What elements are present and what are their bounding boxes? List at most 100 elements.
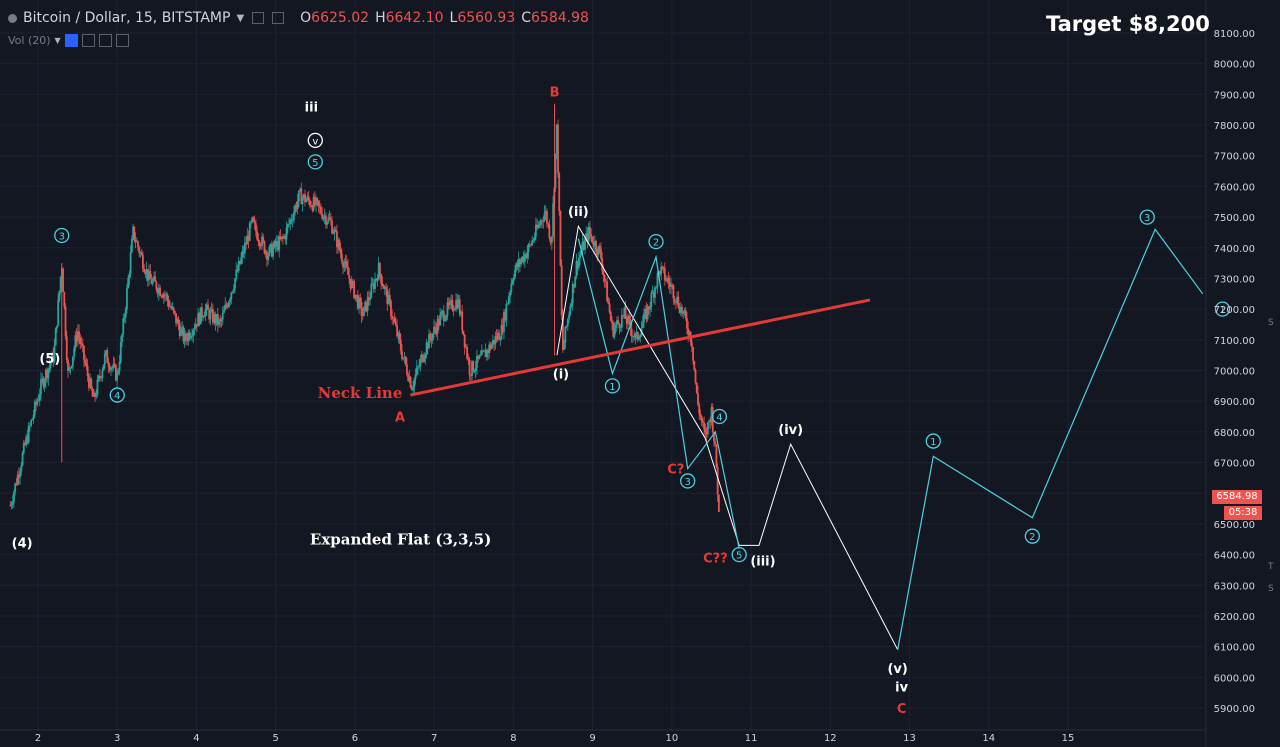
volume-settings-icon[interactable] xyxy=(81,34,95,47)
candle-body xyxy=(537,225,540,229)
candle-body xyxy=(698,404,701,414)
side-letter-1: S xyxy=(1268,318,1274,328)
candle-body xyxy=(597,245,600,255)
candle-body xyxy=(630,328,633,337)
wave-label: (v) xyxy=(887,662,907,677)
candle-body xyxy=(533,236,536,240)
candle-body xyxy=(286,224,289,228)
candle-body xyxy=(430,338,433,341)
candle-body xyxy=(688,331,691,336)
candle-body xyxy=(682,311,685,314)
y-tick-label: 8000.00 xyxy=(1214,60,1255,71)
candle-body xyxy=(367,297,370,301)
candle-body xyxy=(412,387,414,391)
candle-body xyxy=(67,360,69,371)
candle-body xyxy=(268,246,271,256)
candle-body xyxy=(672,285,675,299)
candle-body xyxy=(571,283,574,304)
volume-visibility-icon[interactable] xyxy=(64,34,78,47)
candle-body xyxy=(142,254,144,269)
hide-icon[interactable] xyxy=(272,12,285,24)
wave-label-circle xyxy=(604,378,621,394)
wave-label: 2 xyxy=(1029,532,1035,543)
candle-body xyxy=(35,402,37,405)
candle-body xyxy=(64,306,67,337)
candle-body xyxy=(137,241,139,248)
candle-body xyxy=(507,296,510,304)
candle-body xyxy=(143,268,146,273)
candle-body xyxy=(154,276,157,282)
candle-body xyxy=(42,378,45,387)
neck-line[interactable] xyxy=(410,298,871,397)
x-tick-label: 15 xyxy=(1062,733,1075,744)
volume-close-icon[interactable] xyxy=(115,34,129,47)
candle-body xyxy=(500,325,503,340)
candle-body xyxy=(663,268,666,281)
candle-body xyxy=(194,324,197,329)
candle-body xyxy=(429,333,432,339)
y-tick-label: 7500.00 xyxy=(1214,213,1255,224)
candle-body xyxy=(386,289,389,305)
candle-body xyxy=(156,289,159,294)
candle-body xyxy=(197,313,200,327)
wave-label: iv xyxy=(895,681,908,696)
x-tick-label: 2 xyxy=(35,733,41,744)
candle-body xyxy=(86,365,89,377)
candle-body xyxy=(441,311,444,313)
candle-body xyxy=(48,365,51,369)
volume-dropdown-icon[interactable]: ▼ xyxy=(54,36,61,45)
candle-body xyxy=(635,332,638,334)
volume-add-icon[interactable] xyxy=(98,34,112,47)
candle-body xyxy=(80,343,83,345)
candle-body xyxy=(296,201,299,209)
candle-body xyxy=(619,327,622,329)
price-axis[interactable]: 5900.00 6000.00 6100.00 6200.00 6300.00 6400.… xyxy=(1205,0,1255,747)
candle-body xyxy=(150,278,153,284)
candle-body xyxy=(495,336,498,340)
wave-label-circle xyxy=(307,132,323,149)
wave-label: 5 xyxy=(312,158,318,169)
candle-body xyxy=(383,287,386,289)
x-tick-label: 4 xyxy=(193,733,199,744)
candle-body xyxy=(305,199,308,203)
symbol-title[interactable]: Bitcoin / Dollar, 15, BITSTAMP xyxy=(23,10,231,26)
candle-body xyxy=(345,261,348,267)
candle-body xyxy=(164,294,166,295)
wave-label: v xyxy=(312,136,318,147)
symbol-dropdown-icon[interactable]: ▼ xyxy=(236,12,245,24)
candle-body xyxy=(44,370,47,381)
candle-body xyxy=(236,269,239,272)
candle-body xyxy=(417,366,419,368)
wave-label-circle xyxy=(1214,301,1231,317)
x-tick-label: 13 xyxy=(903,733,916,744)
candle-body xyxy=(477,355,480,359)
candle-body xyxy=(79,337,82,344)
candle-body xyxy=(624,307,627,319)
candle-body xyxy=(283,236,286,239)
candle-body xyxy=(220,319,223,322)
candle-body xyxy=(444,319,446,322)
candle-body xyxy=(625,318,628,324)
wave-label-circle xyxy=(648,233,664,250)
candle-body xyxy=(393,318,396,323)
time-axis[interactable]: 2 3 4 5 6 7 8 9 10 11 12 13 14 15 xyxy=(0,729,1205,744)
candle-body xyxy=(562,315,564,350)
volume-label[interactable]: Vol (20) xyxy=(8,34,51,47)
ohlc-low-value: 6560.93 xyxy=(457,10,516,26)
candle-body xyxy=(464,346,467,348)
candle-body xyxy=(253,221,256,224)
settings-icon[interactable] xyxy=(252,12,265,24)
candle-body xyxy=(119,341,122,362)
candle-body xyxy=(428,333,430,349)
ohlc-close-key: C xyxy=(521,10,532,26)
candle-body xyxy=(650,293,653,307)
candle-body xyxy=(316,198,319,201)
candle-body xyxy=(644,309,647,314)
candle-body xyxy=(59,276,62,291)
candle-body xyxy=(301,197,304,205)
candle-body xyxy=(645,309,648,320)
candle-body xyxy=(652,292,655,298)
candle-body xyxy=(404,356,407,365)
candle-body xyxy=(302,194,305,198)
